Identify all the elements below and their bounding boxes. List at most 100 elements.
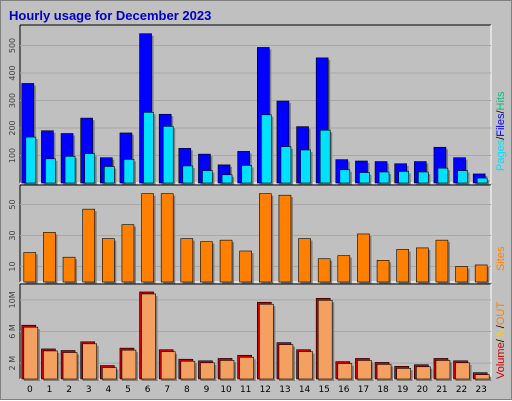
volume-y-tick-label: 10M — [8, 291, 17, 308]
pages-files-hits-y-tick-label: 100 — [8, 148, 17, 163]
volume-y-tick-label: 6 M — [8, 324, 17, 339]
pages-bar — [25, 136, 37, 184]
volume-out-bar — [219, 360, 235, 380]
volume-out-bar — [23, 326, 39, 380]
sites-y-tick-label: 10 — [8, 261, 17, 271]
volume-out-bar — [416, 366, 431, 380]
pages-files-hits-legend: Pages/Files/Hits — [495, 91, 507, 171]
volume-out-bar — [200, 362, 215, 380]
x-tick-label: 12 — [260, 385, 271, 395]
x-tick-label: 0 — [27, 385, 33, 395]
pages-bar — [241, 165, 252, 184]
sites-bar — [141, 193, 154, 283]
pages-bar — [398, 171, 409, 184]
x-tick-label: 6 — [145, 385, 151, 395]
x-tick-label: 7 — [164, 385, 170, 395]
sites-bar — [376, 259, 390, 283]
x-tick-label: 16 — [338, 385, 350, 395]
pages-bar — [123, 159, 135, 184]
volume-out-bar — [121, 349, 137, 380]
pages-files-hits-y-tick-label: 400 — [8, 65, 17, 80]
x-tick-label: 8 — [184, 385, 190, 395]
sites-plot-area — [20, 185, 491, 282]
x-tick-label: 2 — [66, 385, 72, 395]
x-tick-label: 1 — [47, 385, 53, 395]
sites-bar — [219, 239, 233, 283]
volume-out-bar — [396, 368, 411, 380]
pages-bar — [378, 171, 390, 184]
chart-title: Hourly usage for December 2023 — [9, 8, 211, 23]
volume-out-bar — [180, 360, 196, 380]
volume-out-bar — [337, 363, 353, 380]
x-tick-label: 20 — [417, 385, 429, 395]
x-tick-label: 4 — [105, 385, 111, 395]
sites-bar — [357, 233, 370, 283]
volume-out-bar — [474, 374, 490, 380]
volume-out-bar — [160, 351, 176, 380]
pages-files-hits-plot-area — [20, 25, 491, 183]
pages-files-hits-y-tick-label: 200 — [8, 120, 17, 135]
x-tick-label: 3 — [86, 385, 92, 395]
pages-bar — [143, 112, 154, 184]
sites-y-tick-label: 50 — [8, 199, 17, 209]
pages-bar — [300, 149, 311, 184]
sites-legend: Sites — [495, 246, 507, 271]
x-tick-label: 23 — [475, 385, 486, 395]
sites-bar — [180, 238, 194, 283]
volume-y-tick-label: 2 M — [8, 356, 17, 371]
volume-out-bar — [102, 367, 117, 380]
pages-bar — [476, 177, 488, 184]
pages-bar — [339, 169, 351, 184]
pages-bar — [182, 165, 194, 184]
sites-bar — [278, 194, 292, 283]
volume-out-bar — [357, 360, 372, 380]
volume-out-bar — [43, 350, 58, 380]
sites-bar — [82, 208, 95, 283]
pages-bar — [418, 171, 429, 184]
x-tick-label: 5 — [125, 385, 131, 395]
sites-bar — [435, 239, 449, 283]
sites-bar — [455, 266, 468, 283]
pages-bar — [319, 129, 331, 184]
sites-bar — [200, 241, 213, 283]
pages-files-hits-y-tick-label: 500 — [8, 38, 17, 53]
pages-bar — [280, 146, 292, 184]
sites-bar — [160, 193, 174, 283]
sites-bar — [317, 258, 331, 283]
pages-bar — [64, 156, 76, 184]
pages-bar — [202, 170, 213, 184]
volume-out-bar — [239, 356, 254, 380]
x-tick-label: 10 — [220, 385, 232, 395]
sites-bar — [23, 252, 37, 283]
volume-out-bar — [376, 364, 392, 380]
sites-bar — [337, 255, 351, 283]
volume-out-bar — [317, 299, 333, 380]
x-tick-label: 15 — [318, 385, 329, 395]
sites-bar — [43, 232, 56, 283]
sites-bar — [239, 250, 252, 283]
volume-out-bar — [298, 351, 313, 380]
sites-bar — [259, 193, 272, 283]
x-tick-label: 18 — [377, 385, 389, 395]
volume-out-bar — [278, 344, 294, 380]
pages-bar — [359, 172, 370, 184]
x-tick-label: 11 — [240, 385, 251, 395]
sites-y-tick-label: 30 — [8, 230, 17, 240]
sites-bar — [396, 249, 409, 283]
x-tick-label: 17 — [358, 385, 369, 395]
sites-bar — [121, 224, 135, 283]
sites-bar — [474, 264, 488, 283]
sites-bar — [62, 256, 76, 283]
x-tick-label: 13 — [279, 385, 290, 395]
pages-bar — [45, 158, 56, 184]
volume-out-bar — [141, 293, 156, 380]
x-tick-label: 22 — [456, 385, 467, 395]
volume-out-bar — [259, 303, 274, 380]
pages-files-hits-y-tick-label: 300 — [8, 93, 17, 108]
pages-bar — [437, 167, 449, 184]
pages-bar — [221, 174, 233, 184]
sites-bar — [416, 247, 429, 283]
volume-out-bar — [435, 360, 451, 380]
